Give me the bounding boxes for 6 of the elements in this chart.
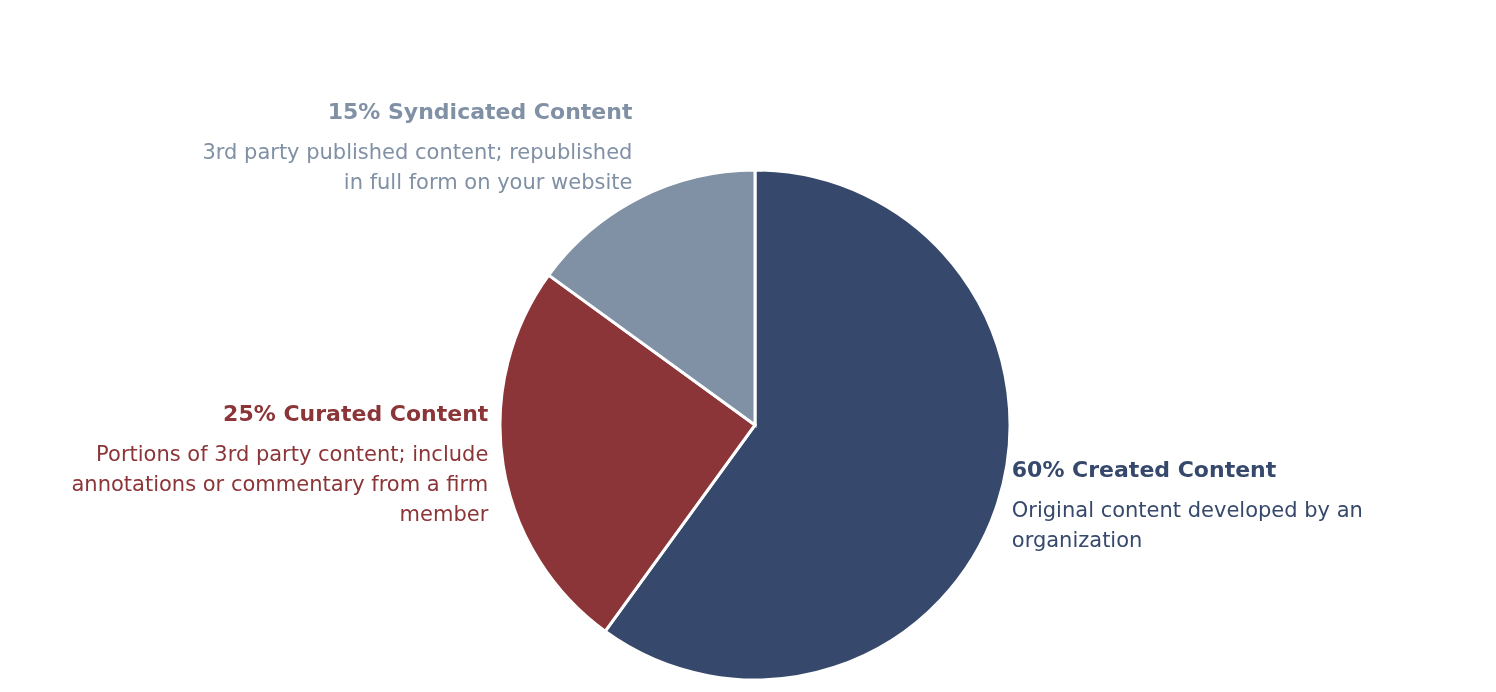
slice-label: 60% Created Content	[1011, 457, 1277, 483]
slice-label: 25% Curated Content	[223, 401, 489, 427]
slice-label: 15% Syndicated Content	[327, 99, 633, 125]
text: 3rd party published content; republished in full form on your website	[202, 140, 633, 195]
text: Original content developed by an organization	[1011, 498, 1363, 553]
text: Portions of 3rd party content; include annotations or commentary from a firm member	[71, 442, 489, 527]
